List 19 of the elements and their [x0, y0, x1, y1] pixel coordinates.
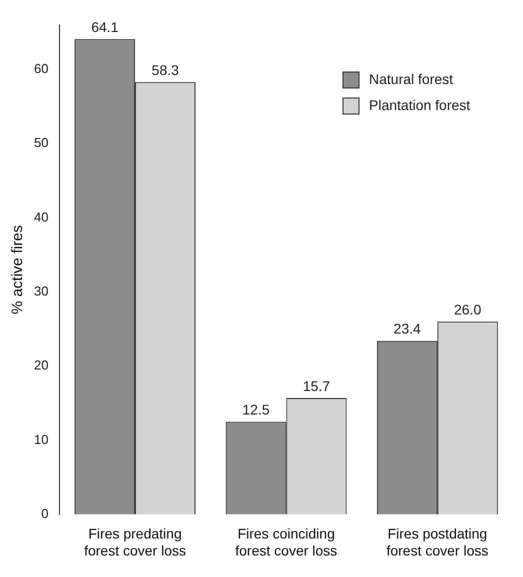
x-tick-label: Fires predating forest cover loss [84, 526, 186, 558]
y-tick-label: 30 [34, 284, 48, 299]
x-tick-label: Fires coinciding forest cover loss [235, 526, 338, 558]
y-tick-label: 0 [41, 506, 48, 521]
x-tick-label: Fires postdating forest cover loss [386, 526, 488, 558]
data-label: 64.1 [91, 18, 119, 35]
data-label: 58.3 [152, 62, 180, 78]
data-label: 15.7 [302, 378, 330, 394]
y-axis-title: % active fires [9, 225, 26, 314]
legend-label: Plantation forest [369, 96, 470, 113]
data-label: 12.5 [242, 402, 270, 418]
y-tick-label: 50 [34, 135, 48, 150]
y-tick-label: 40 [34, 209, 48, 224]
y-tick-label: 10 [34, 432, 48, 447]
y-tick-label: 60 [34, 61, 48, 76]
data-label: 23.4 [394, 320, 422, 337]
legend-label: Natural forest [369, 70, 454, 87]
data-label: 26.0 [454, 301, 482, 318]
y-tick-label: 20 [34, 358, 48, 373]
